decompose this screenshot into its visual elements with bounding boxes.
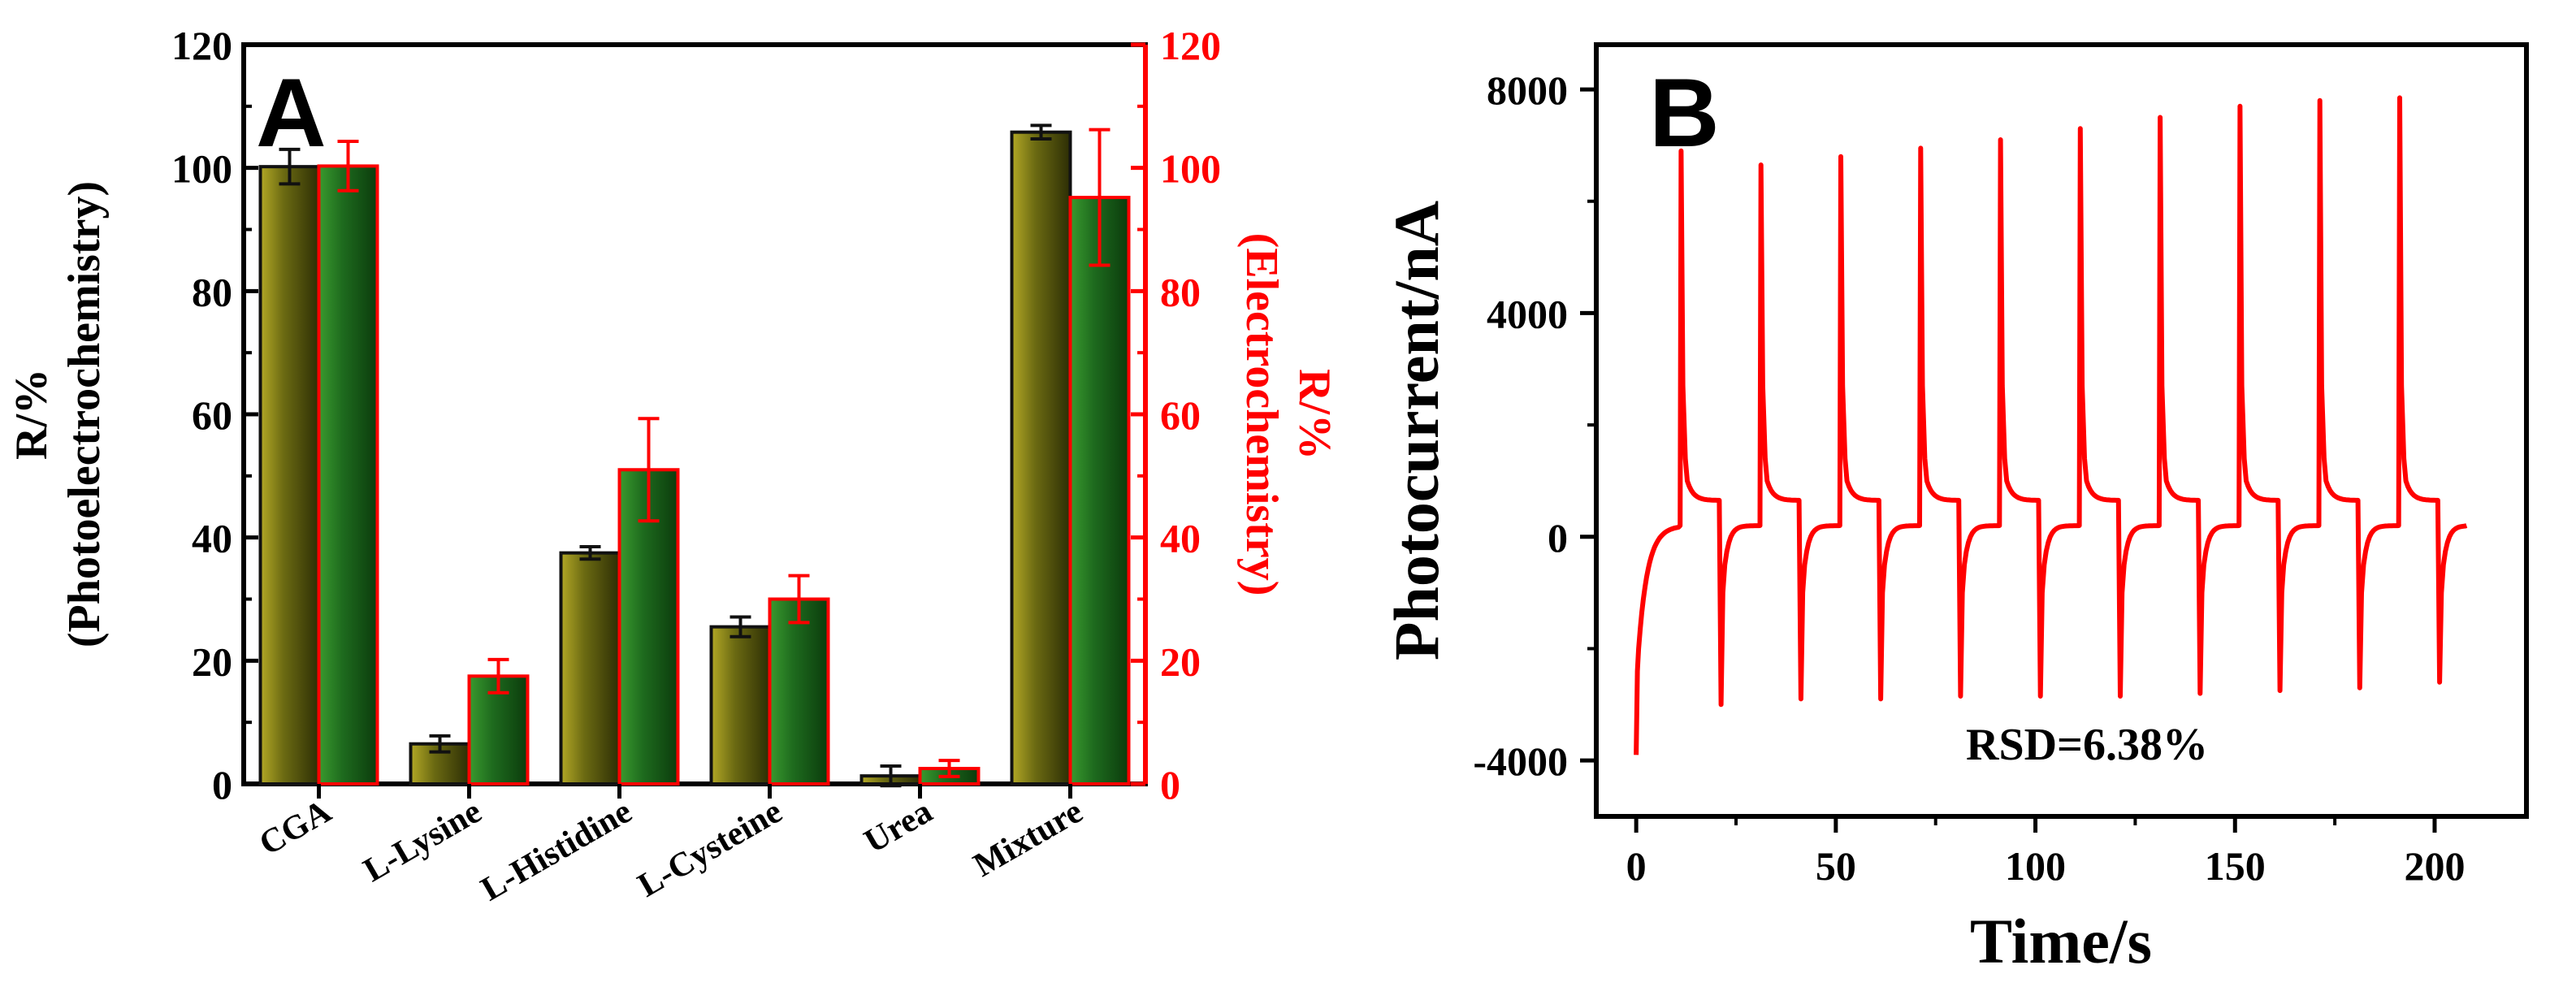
error-bar-pec-cga	[279, 147, 301, 186]
bar-ec-l-cysteine	[768, 597, 830, 786]
panel-a-right-ylabel-line2: (Electrochemistry)	[1236, 233, 1287, 596]
bar-pec-mixture	[1010, 130, 1072, 786]
right-tick-label-0: 0	[1160, 762, 1180, 807]
left-tick-label-80: 80	[192, 269, 232, 314]
rsd-annotation: RSD=6.38%	[1966, 720, 2208, 770]
b-y-tick-label-8000: 8000	[1487, 67, 1568, 113]
error-bar-pec-urea	[880, 764, 902, 788]
panel-a-left-axis: 0 20 40 60 80 100 120	[171, 23, 258, 807]
b-y-tick-label-4000: 4000	[1487, 291, 1568, 336]
left-tick-label-60: 60	[192, 392, 232, 438]
error-bar-pec-mixture	[1030, 123, 1052, 141]
left-tick-label-100: 100	[171, 146, 232, 192]
error-bar-pec-l-cysteine	[730, 615, 751, 639]
error-bar-pec-l-lysine	[429, 734, 451, 754]
category-label-cga: CGA	[253, 792, 338, 863]
bar-ec-cga	[317, 164, 379, 786]
category-label-mixture: Mixture	[968, 793, 1089, 885]
b-y-tick-label-0: 0	[1548, 515, 1568, 561]
error-bar-ec-l-lysine	[487, 657, 509, 695]
error-bar-ec-l-cysteine	[788, 574, 810, 625]
b-x-tick-label-150: 150	[2205, 843, 2266, 889]
panel-a-left-ylabel-line2: (Photoelectrochemistry)	[59, 181, 110, 647]
b-x-tick-label-100: 100	[2005, 843, 2066, 889]
panel-a-right-axis: 0 20 40 60 80 100 120	[1131, 23, 1221, 807]
right-tick-label-120: 120	[1160, 23, 1221, 68]
panel-b-letter: B	[1649, 58, 1720, 167]
panel-b-axes: 0 50 100 150 200 -4000 0 4000 8000	[1473, 67, 2465, 889]
right-tick-label-20: 20	[1160, 639, 1201, 684]
error-bar-ec-l-histidine	[638, 417, 660, 523]
left-tick-label-0: 0	[212, 762, 232, 807]
right-tick-label-80: 80	[1160, 269, 1201, 314]
b-y-tick-label--4000: -4000	[1473, 738, 1568, 784]
b-x-tick-label-0: 0	[1626, 843, 1647, 889]
b-x-tick-label-200: 200	[2404, 843, 2465, 889]
panel-a-bars	[258, 123, 1131, 799]
panel-a: 0 20 40 60 80 100 120 0 20 40 60 80 100 120 CGA L-Lys…	[6, 23, 1340, 908]
right-tick-label-100: 100	[1160, 146, 1221, 192]
panel-a-left-ylabel-line1: R/%	[6, 369, 57, 460]
right-tick-label-40: 40	[1160, 516, 1201, 561]
bar-pec-cga	[258, 165, 321, 786]
left-tick-label-20: 20	[192, 639, 232, 684]
panel-b-frame	[1594, 42, 2529, 819]
bar-ec-mixture	[1068, 196, 1131, 786]
bar-pec-l-cysteine	[709, 625, 772, 786]
panel-a-letter: A	[256, 58, 327, 167]
bar-pec-l-histidine	[559, 551, 621, 786]
category-label-urea: Urea	[858, 793, 938, 861]
b-x-tick-label-50: 50	[1816, 843, 1856, 889]
right-tick-label-60: 60	[1160, 392, 1201, 438]
category-label-l-histidine: L-Histidine	[475, 793, 639, 909]
error-bar-ec-mixture	[1089, 128, 1110, 267]
error-bar-ec-cga	[337, 140, 359, 193]
error-bar-ec-urea	[938, 759, 960, 778]
panel-b-xlabel: Time/s	[1970, 906, 2152, 976]
left-tick-label-40: 40	[192, 516, 232, 561]
panel-b-ylabel: Photocurrent/nA	[1381, 201, 1452, 660]
panel-a-right-ylabel-line1: R/%	[1289, 369, 1340, 460]
category-label-l-lysine: L-Lysine	[357, 793, 487, 890]
photocurrent-line	[1634, 95, 2468, 755]
category-label-l-cysteine: L-Cysteine	[632, 793, 789, 905]
left-tick-label-120: 120	[171, 23, 232, 68]
panel-b: 0 50 100 150 200 -4000 0 4000 8000 Photocurrent/…	[1381, 42, 2529, 976]
error-bar-pec-l-histidine	[579, 545, 601, 561]
